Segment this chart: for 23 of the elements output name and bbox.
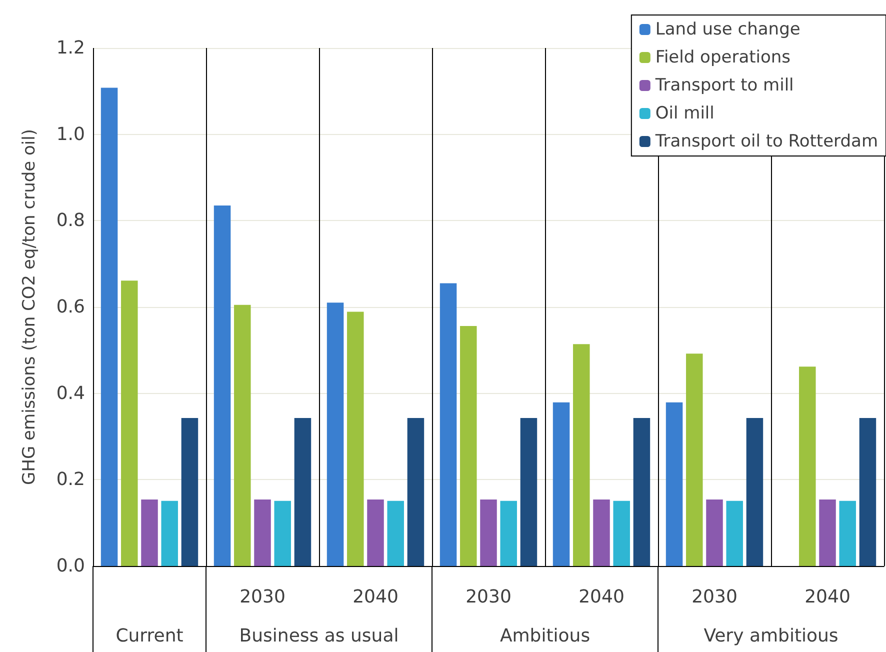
text: Very ambitious — [704, 626, 838, 646]
y-tick-label: 1.2 — [56, 38, 85, 58]
y-tick-label: 0.6 — [56, 296, 85, 318]
text: Ambitious — [500, 626, 590, 646]
legend-label: Land use change — [655, 20, 800, 40]
y-tick-label: 1.0 — [56, 124, 85, 145]
x-tick-label: 2030 — [692, 586, 738, 608]
legend-label: Transport oil to Rotterdam — [654, 132, 878, 152]
legend-label: Oil mill — [655, 104, 714, 124]
x-tick-label: 2040 — [578, 586, 624, 608]
y-tick-label: 0.2 — [56, 469, 85, 490]
x-tick-label: 2030 — [466, 586, 512, 608]
y-tick-label: 0.0 — [56, 556, 85, 576]
y-tick-label: 0.4 — [56, 382, 85, 404]
legend-label: Field operations — [655, 48, 791, 68]
legend-label: Transport to mill — [654, 76, 794, 96]
text: Business as usual — [239, 626, 399, 646]
x-tick-label: 2030 — [240, 586, 286, 608]
text: Current — [116, 626, 184, 646]
y-axis-title: GHG emissions (ton CO2 eq/ton crude oil) — [20, 129, 40, 485]
x-tick-label: 2040 — [352, 586, 398, 608]
y-tick-label: 0.8 — [56, 210, 85, 232]
x-tick-label: 2040 — [804, 586, 850, 608]
